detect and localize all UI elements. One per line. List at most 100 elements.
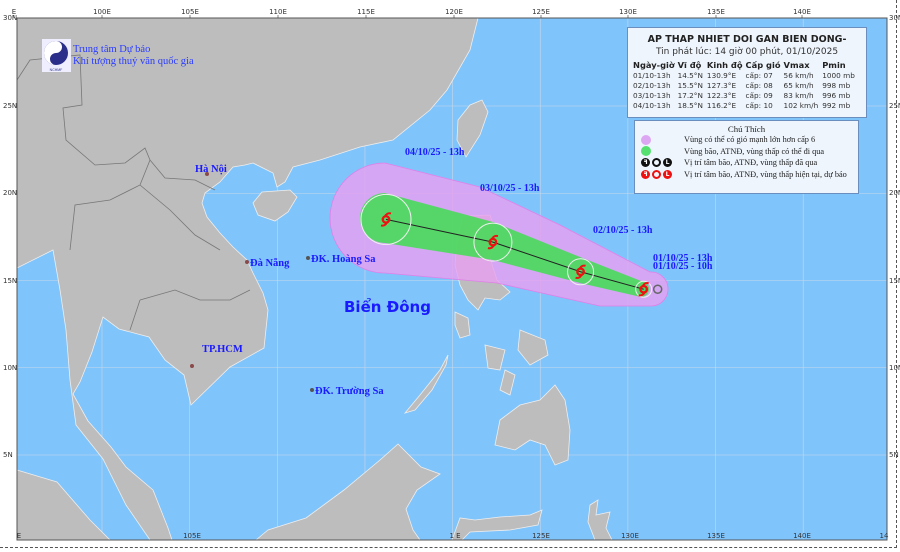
- lon-label-top: 110E: [269, 8, 287, 16]
- place-danang: Đà Nẵng: [250, 258, 290, 269]
- land-negros: [499, 369, 516, 396]
- land-taiwan: [456, 99, 489, 158]
- lon-label-bottom: 135E: [707, 532, 725, 540]
- track-time-label: 01/10/25 - 13h: [653, 253, 713, 264]
- green-zone-icon: [641, 146, 651, 157]
- lat-label-left: 15N: [3, 277, 17, 285]
- forecast-cell: 998 mb: [822, 81, 851, 90]
- forecast-cell: 83 km/h: [783, 91, 814, 100]
- purple-zone-icon: [641, 134, 651, 145]
- land-hainan: [252, 189, 298, 222]
- lat-label-right: 5N: [889, 451, 899, 459]
- svg-text:NCHMF: NCHMF: [50, 68, 63, 72]
- forecast-row: 03/10-13h 17.2°N 122.3°E cấp: 09 83 km/h 996 …: [633, 91, 859, 101]
- track-time-label: 01/10/25 - 10h: [653, 261, 713, 272]
- track-time-label: 03/10/25 - 13h: [480, 183, 540, 194]
- lon-label-bottom: E: [17, 532, 21, 540]
- forecast-cell: cấp: 08: [745, 81, 773, 90]
- truongsa-marker: [310, 388, 314, 392]
- land-sulawesi: [451, 509, 543, 541]
- forecast-cell: 15.5°N: [677, 81, 703, 90]
- forecast-row: 04/10-13h 18.5°N 116.2°E cấp: 10 102 km/h 992…: [633, 101, 859, 111]
- legend-box: Chú Thích Vùng có thể có gió mạnh lớn hơ…: [634, 120, 859, 194]
- forecast-cell: 122.3°E: [706, 91, 737, 100]
- land-mindoro: [454, 311, 471, 339]
- legend-item: Vùng bão, ATNĐ, vùng thấp có thể đi qua: [635, 146, 858, 158]
- forecast-cell: 56 km/h: [783, 71, 814, 80]
- storm-radius-circle: [473, 222, 513, 262]
- storm-radius-circle: [567, 258, 595, 286]
- hanoi-marker: [205, 172, 209, 176]
- storm-center-icon: [638, 282, 649, 297]
- track-time-label: 02/10/25 - 13h: [593, 225, 653, 236]
- forecast-cell: 992 mb: [822, 101, 851, 110]
- current-tropical-depression-icon: [652, 169, 661, 179]
- forecast-cell: 127.3°E: [706, 81, 737, 90]
- col-header: Vĩ độ: [677, 60, 702, 70]
- forecast-row: 01/10-13h 14.5°N 130.9°E cấp: 07 56 km/h 1000…: [633, 71, 859, 81]
- legend-item: ꟻ L Vị trí tâm bão, ATNĐ, vùng thấp hiện…: [635, 169, 858, 181]
- forecast-cell: 65 km/h: [783, 81, 814, 90]
- forecast-cell: 01/10-13h: [633, 71, 671, 80]
- lon-label-top: 100E: [93, 8, 111, 16]
- current-low-icon: L: [663, 169, 672, 179]
- col-header: Ngày-giờ: [633, 60, 675, 70]
- storm-center-icon: [487, 234, 499, 250]
- lat-label-left: 30N: [3, 14, 17, 22]
- lat-label-left: 5N: [3, 451, 13, 459]
- lon-label-bottom: 14: [880, 532, 889, 540]
- forecast-cell: 18.5°N: [677, 101, 703, 110]
- org-name-line1: Trung tâm Dự báo: [73, 44, 150, 55]
- land-borneo: [254, 443, 441, 541]
- storm-track: 01/10/25 - 13h 02/10/25 - 13h 03/10/25 - 1…: [360, 147, 713, 298]
- hoangsa-marker: [306, 256, 310, 260]
- lat-label-right: 15N: [889, 277, 900, 285]
- land-masses: [16, 17, 613, 541]
- forecast-cell: 14.5°N: [677, 71, 703, 80]
- forecast-cell: 04/10-13h: [633, 101, 671, 110]
- place-labels: Hà Nội Đà Nẵng ĐK. Hoàng Sa TP.HCM ĐK. T…: [190, 164, 431, 397]
- land-mindanao: [494, 384, 571, 466]
- land-mainland-asia: [16, 17, 479, 541]
- forecast-cell: 02/10-13h: [633, 81, 671, 90]
- storm-title: AP THAP NHIET DOI GAN BIEN DONG-: [647, 34, 847, 45]
- past-tropical-depression-icon: [652, 158, 661, 168]
- legend-item: Vùng có thể có gió mạnh lớn hơn cấp 6: [635, 134, 858, 146]
- lon-label-top: E: [12, 8, 16, 16]
- forecast-cell: cấp: 09: [745, 91, 773, 100]
- land-samar-leyte: [517, 329, 549, 366]
- legend-title: Chú Thích: [727, 124, 766, 134]
- legend-item: ꟻ L Vị trí tâm bão, ATNĐ, vùng thấp đã q…: [635, 157, 858, 169]
- country-borders: [16, 54, 251, 331]
- axis-labels: E 100E 105E 110E 115E 120E 125E 130E 135E 140E E 10…: [3, 8, 900, 540]
- forecast-cell: 1000 mb: [822, 71, 855, 80]
- place-hcm: TP.HCM: [202, 344, 243, 355]
- lon-label-top: 130E: [619, 8, 637, 16]
- sea-label: Biển Đông: [344, 297, 431, 316]
- lat-label-right: 10N: [889, 364, 900, 372]
- lon-label-top: 125E: [532, 8, 550, 16]
- lon-label-bottom: 125E: [532, 532, 550, 540]
- past-storm-icon: ꟻ: [641, 158, 650, 168]
- track-line: [385, 218, 644, 290]
- lon-label-bottom: 1 E: [449, 532, 460, 540]
- track-time-label: 04/10/25 - 13h: [405, 147, 465, 158]
- col-header: Cấp gió: [745, 60, 781, 70]
- lon-label-top: 135E: [707, 8, 725, 16]
- forecast-cell: 102 km/h: [783, 101, 819, 110]
- forecast-cell: 116.2°E: [706, 101, 737, 110]
- place-hoang-sa: ĐK. Hoàng Sa: [311, 254, 376, 265]
- forecast-cell: cấp: 10: [745, 101, 773, 110]
- place-truong-sa: ĐK. Trường Sa: [315, 386, 384, 397]
- storm-radius-circle: [360, 193, 412, 245]
- forecast-cell: cấp: 07: [745, 71, 773, 80]
- forecast-info-box: AP THAP NHIET DOI GAN BIEN DONG- Tin phá…: [627, 27, 867, 118]
- lon-label-top: 140E: [793, 8, 811, 16]
- land-halmahera: [587, 499, 613, 541]
- lat-label-left: 20N: [3, 189, 17, 197]
- lon-label-bottom: 140E: [793, 532, 811, 540]
- lon-label-top: 105E: [181, 8, 199, 16]
- forecast-row: 02/10-13h 15.5°N 127.3°E cấp: 08 65 km/h 998 …: [633, 81, 859, 91]
